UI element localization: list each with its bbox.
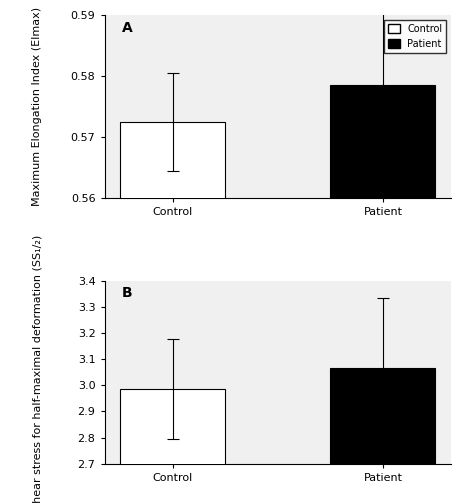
Legend: Control, Patient: Control, Patient	[384, 20, 446, 52]
Text: B: B	[122, 286, 133, 300]
Bar	[331, 368, 436, 504]
Bar	[331, 85, 436, 504]
Bar	[120, 122, 225, 504]
Y-axis label: Shear stress for half-maximal deformation (SS₁/₂): Shear stress for half-maximal deformatio…	[32, 234, 42, 504]
Bar	[120, 389, 225, 504]
Text: A: A	[122, 21, 133, 35]
Y-axis label: Maximum Elongation Index (EImax): Maximum Elongation Index (EImax)	[32, 7, 42, 206]
